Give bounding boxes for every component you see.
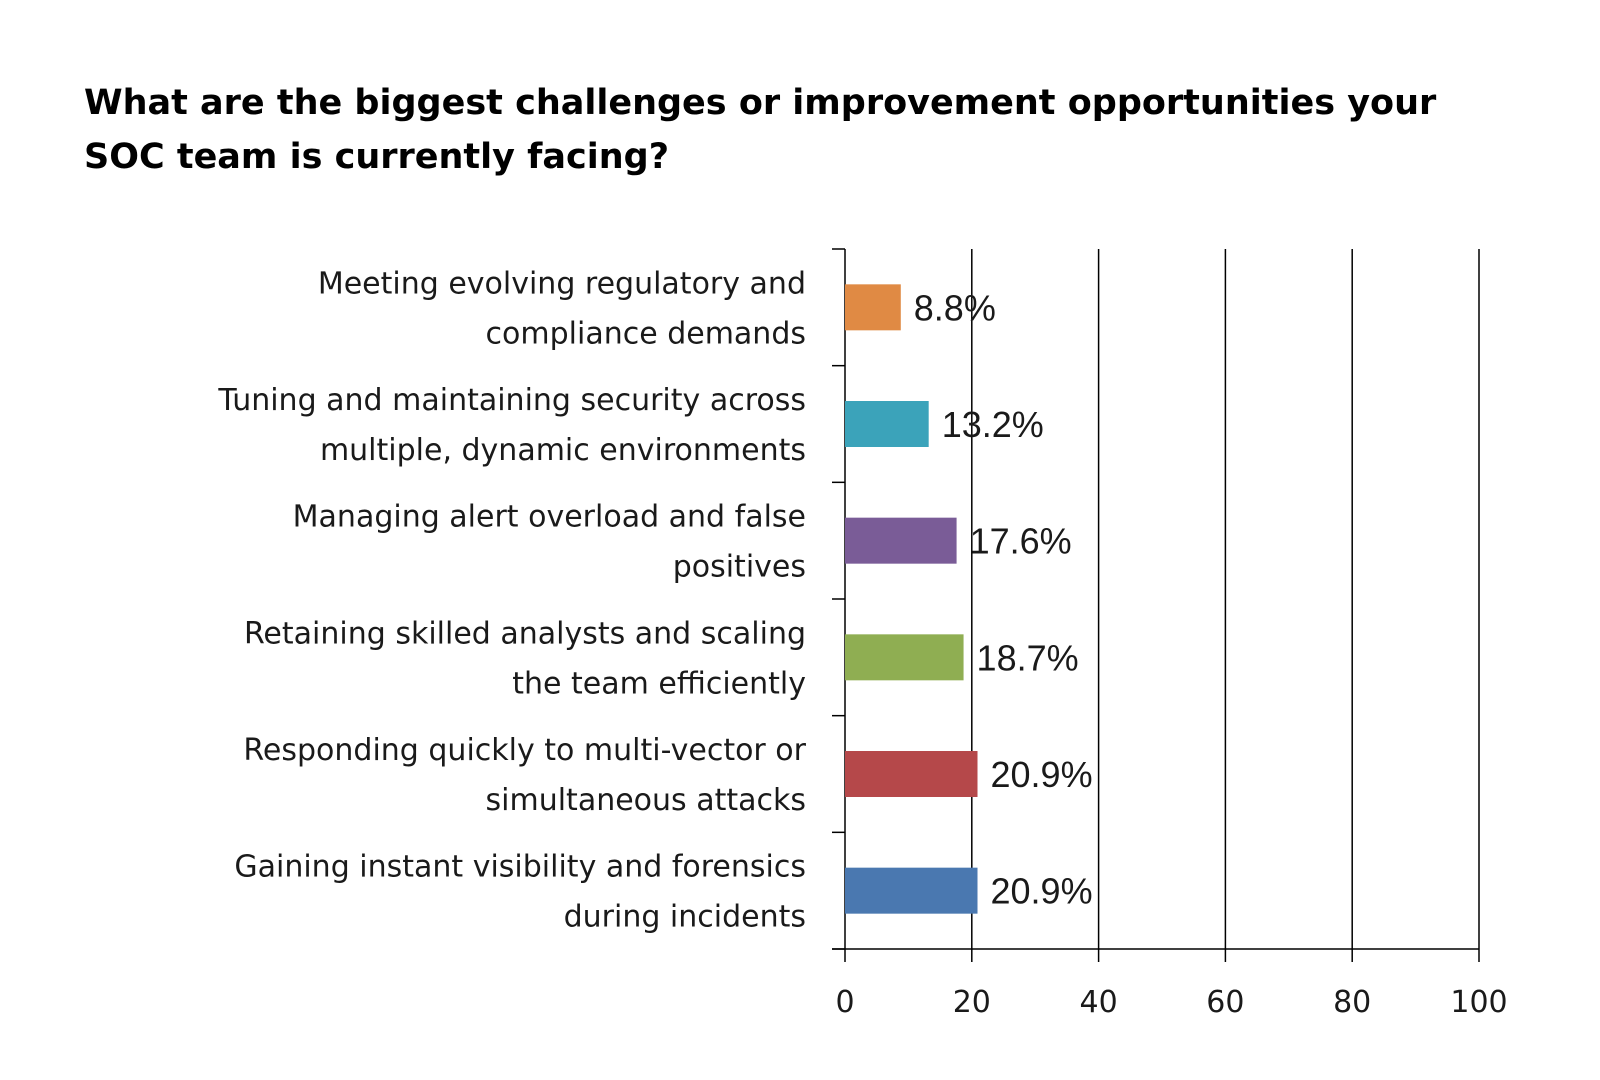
- category-label-3-line-2: positives: [673, 550, 806, 585]
- category-label-3-line-1: Managing alert overload and false: [293, 500, 806, 535]
- category-label-5-line-2: simultaneous attacks: [486, 783, 806, 818]
- category-label-6-line-1: Gaining instant visibility and forensics: [234, 850, 806, 885]
- data-labels: 8.8% 13.2% 17.6% 18.7% 20.9% 20.9%: [914, 287, 1093, 911]
- category-label-2-line-1: Tuning and maintaining security across: [217, 383, 806, 418]
- x-tick-label-40: 40: [1080, 985, 1118, 1020]
- x-tick-labels: 0 20 40 60 80 100: [835, 985, 1507, 1020]
- category-label-4-line-2: the team efficiently: [512, 666, 806, 701]
- category-label-6-line-2: during incidents: [564, 900, 806, 935]
- gridlines: [971, 249, 1480, 949]
- data-label-4: 18.7%: [977, 637, 1079, 678]
- x-tick-label-60: 60: [1206, 985, 1244, 1020]
- data-label-5: 20.9%: [991, 754, 1093, 795]
- chart-title: What are the biggest challenges or impro…: [84, 83, 1437, 177]
- data-label-6: 20.9%: [991, 871, 1093, 912]
- bar-3: [845, 517, 957, 564]
- x-tick-label-0: 0: [835, 985, 854, 1020]
- bar-1: [845, 284, 901, 331]
- bar-4: [845, 634, 964, 681]
- data-label-2: 13.2%: [942, 404, 1044, 445]
- bars: [845, 284, 978, 914]
- category-label-1-line-1: Meeting evolving regulatory and: [318, 266, 806, 301]
- category-label-5-line-1: Responding quickly to multi-vector or: [243, 733, 806, 768]
- x-tick-label-80: 80: [1333, 985, 1371, 1020]
- category-label-4-line-1: Retaining skilled analysts and scaling: [244, 616, 806, 651]
- category-label-1-line-2: compliance demands: [486, 316, 806, 351]
- category-labels: Meeting evolving regulatory and complianc…: [217, 266, 806, 934]
- x-tick-label-100: 100: [1450, 985, 1507, 1020]
- bar-6: [845, 867, 978, 914]
- bar-5: [845, 751, 978, 797]
- data-label-1: 8.8%: [914, 287, 996, 328]
- axes: [832, 248, 1480, 962]
- bar-2: [845, 401, 929, 447]
- category-label-2-line-2: multiple, dynamic environments: [320, 433, 806, 468]
- data-label-3: 17.6%: [970, 521, 1072, 562]
- x-tick-label-20: 20: [953, 985, 991, 1020]
